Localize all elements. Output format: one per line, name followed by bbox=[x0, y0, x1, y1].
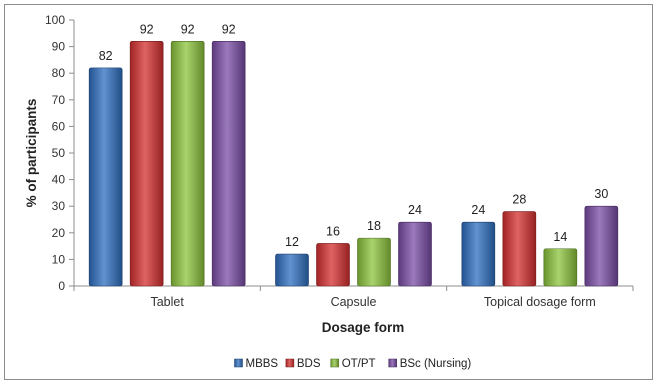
y-tick-label: 10 bbox=[52, 252, 66, 266]
bars bbox=[88, 40, 619, 287]
legend: MBBS BDS OT/PT BSc (Nursing) bbox=[234, 358, 472, 370]
bar bbox=[502, 211, 537, 287]
y-tick-label: 40 bbox=[52, 173, 66, 187]
bar bbox=[357, 237, 391, 287]
y-tick-label: 0 bbox=[58, 279, 65, 293]
legend-swatch bbox=[285, 358, 295, 368]
legend-swatch bbox=[330, 358, 339, 368]
y-tick-label: 80 bbox=[52, 66, 66, 80]
category-label: Tablet bbox=[150, 295, 184, 309]
y-tick-label: 20 bbox=[52, 226, 66, 240]
bar bbox=[398, 221, 432, 287]
x-axis: Tablet Capsule Topical dosage form bbox=[73, 285, 634, 309]
y-tick-label: 100 bbox=[45, 13, 65, 27]
data-label: 18 bbox=[367, 219, 381, 233]
data-label: 16 bbox=[326, 224, 340, 238]
data-label: 14 bbox=[553, 230, 567, 244]
legend-label: MBBS bbox=[246, 358, 279, 370]
data-label: 28 bbox=[512, 193, 526, 207]
bar bbox=[461, 221, 496, 287]
bar bbox=[584, 205, 619, 287]
data-label: 12 bbox=[285, 235, 299, 249]
legend-label: BDS bbox=[297, 358, 321, 370]
bar bbox=[316, 243, 350, 287]
data-labels: 82 92 92 92 12 16 18 24 24 28 14 30 bbox=[99, 22, 609, 249]
y-tick-label: 30 bbox=[52, 199, 66, 213]
x-axis-title: Dosage form bbox=[322, 320, 405, 335]
data-label: 24 bbox=[471, 203, 485, 217]
legend-label: BSc (Nursing) bbox=[400, 358, 472, 370]
legend-label: OT/PT bbox=[342, 358, 376, 370]
data-label: 82 bbox=[99, 49, 113, 63]
data-label: 92 bbox=[140, 22, 154, 36]
data-label: 92 bbox=[181, 22, 195, 36]
data-label: 92 bbox=[222, 22, 236, 36]
y-axis-title: % of participants bbox=[24, 99, 39, 208]
y-axis: 0 10 20 30 40 50 60 70 80 90 100 bbox=[45, 13, 75, 293]
bar bbox=[275, 253, 309, 287]
y-tick-label: 70 bbox=[52, 93, 66, 107]
bar bbox=[170, 40, 205, 287]
y-tick-label: 50 bbox=[52, 146, 66, 160]
bar bbox=[211, 40, 246, 287]
bar bbox=[129, 40, 164, 287]
bar bbox=[88, 67, 123, 287]
legend-swatch bbox=[234, 358, 243, 368]
data-label: 30 bbox=[594, 187, 608, 201]
category-label: Topical dosage form bbox=[484, 295, 596, 309]
category-label: Capsule bbox=[331, 295, 377, 309]
bar bbox=[543, 248, 578, 287]
legend-swatch bbox=[388, 358, 397, 368]
y-tick-label: 90 bbox=[52, 40, 66, 54]
data-label: 24 bbox=[408, 203, 422, 217]
y-tick-label: 60 bbox=[52, 119, 66, 133]
